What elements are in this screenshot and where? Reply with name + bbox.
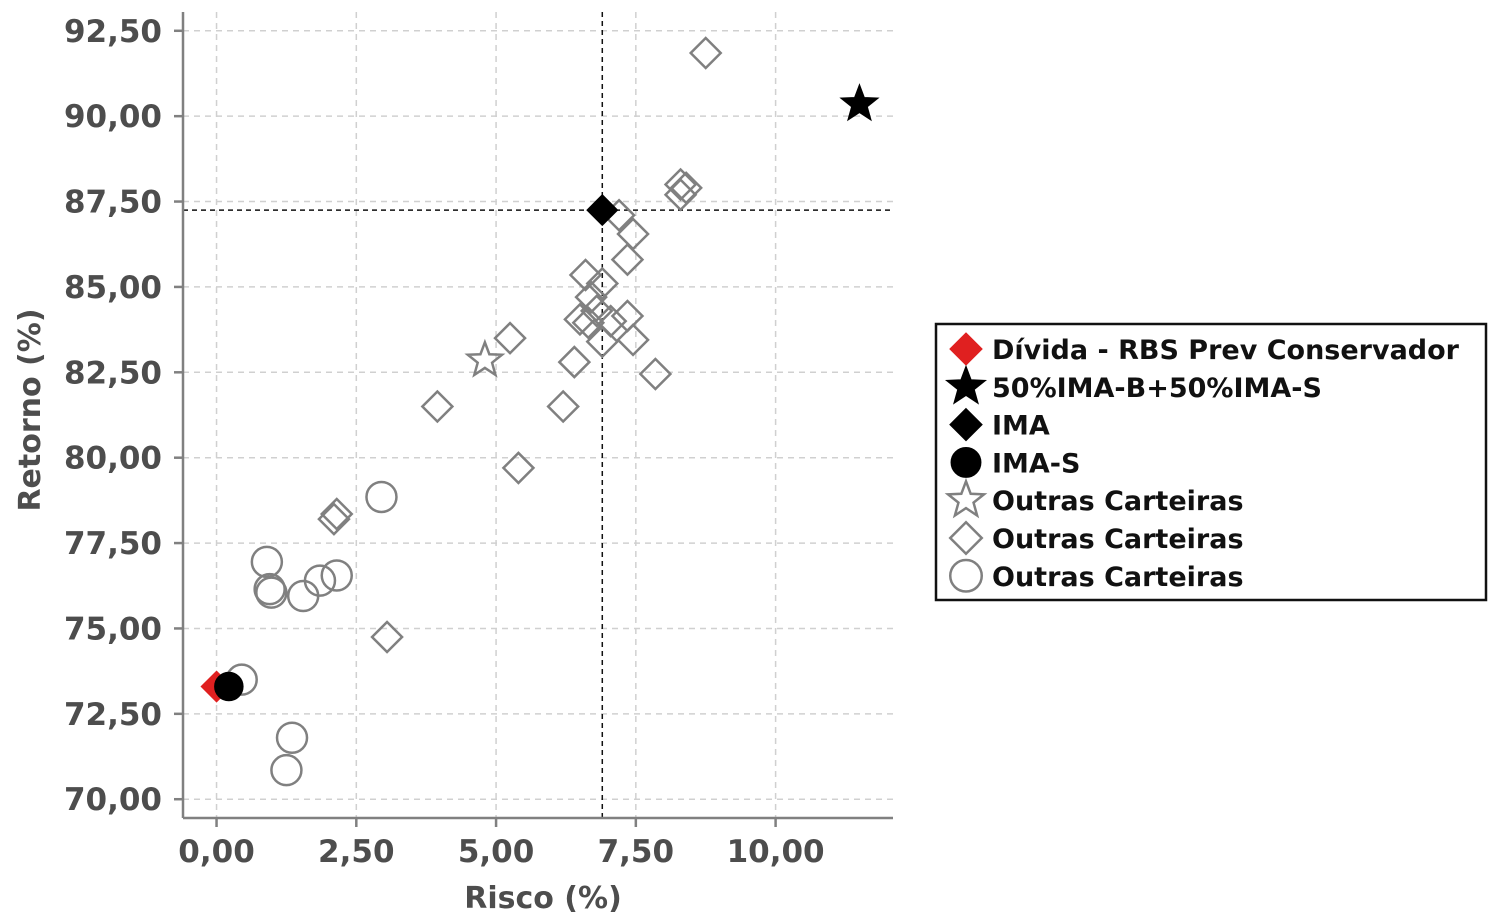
data-point <box>586 194 619 227</box>
data-point <box>319 497 354 531</box>
legend-label: Outras Carteiras <box>992 562 1244 593</box>
data-point <box>493 321 527 355</box>
data-point <box>557 345 592 379</box>
y-tick-label: 72,50 <box>64 697 162 733</box>
data-point <box>275 721 309 754</box>
data-point <box>420 389 455 424</box>
legend-marker <box>944 477 988 519</box>
data-point <box>365 480 398 514</box>
data-point <box>638 357 673 391</box>
data-point <box>303 564 337 597</box>
y-tick-label: 80,00 <box>64 441 162 477</box>
plot-points <box>200 36 880 787</box>
legend-marker <box>950 446 982 478</box>
grid <box>183 12 893 818</box>
y-tick-label: 92,50 <box>64 14 162 50</box>
legend-marker <box>944 364 988 405</box>
x-tick-label: 7,50 <box>598 834 675 870</box>
data-point <box>546 389 580 424</box>
y-tick-label: 85,00 <box>64 270 162 306</box>
data-point <box>616 217 650 251</box>
data-point <box>568 258 603 292</box>
y-axis-title: Retorno (%) <box>13 308 48 511</box>
data-point <box>663 167 698 202</box>
data-point <box>250 545 284 579</box>
data-point <box>663 177 698 212</box>
y-tick-label: 90,00 <box>64 99 162 135</box>
x-tick-label: 0,00 <box>178 834 255 870</box>
y-tick-label: 82,50 <box>64 355 162 391</box>
x-axis-title: Risco (%) <box>464 881 622 914</box>
data-point <box>286 579 320 613</box>
data-point <box>839 83 880 122</box>
legend-label: Outras Carteiras <box>992 486 1244 517</box>
data-point <box>610 299 645 333</box>
data-point <box>464 338 506 378</box>
reference-lines <box>183 12 893 818</box>
x-tick-label: 10,00 <box>727 834 825 870</box>
legend-marker <box>949 558 983 593</box>
x-tick-label: 2,50 <box>318 834 395 870</box>
legend-label: Outras Carteiras <box>992 524 1244 555</box>
x-tick-label: 5,00 <box>458 834 535 870</box>
y-tick-label: 87,50 <box>64 185 162 221</box>
y-tick-label: 70,00 <box>64 782 162 818</box>
data-point <box>669 171 703 205</box>
y-tick-label: 75,00 <box>64 611 162 647</box>
data-point <box>370 620 404 654</box>
legend-label: IMA <box>992 411 1050 442</box>
data-point <box>610 242 645 277</box>
legend-box <box>934 322 1488 602</box>
data-point <box>320 559 353 592</box>
legend-label: Dívida - RBS Prev Conservador <box>992 335 1460 366</box>
data-point <box>585 324 620 359</box>
data-point <box>214 671 244 702</box>
data-point <box>253 572 286 606</box>
y-tick-label: 77,50 <box>64 526 162 562</box>
data-point <box>579 294 614 328</box>
legend-label: IMA-S <box>992 448 1080 479</box>
legend: Dívida - RBS Prev Conservador 50%IMA-B+50… <box>934 322 1488 602</box>
data-point <box>501 451 536 485</box>
data-point <box>317 502 351 536</box>
legend-marker <box>948 520 984 556</box>
axes: 0,00 2,50 5,00 7,50 10,00 70,00 72,50 75,00 77,5… <box>64 12 893 870</box>
data-point <box>585 266 620 301</box>
data-point <box>255 576 288 609</box>
data-point <box>270 753 303 787</box>
data-point <box>563 302 597 337</box>
data-point <box>688 36 723 70</box>
legend-marker <box>949 407 983 442</box>
legend-label: 50%IMA-B+50%IMA-S <box>992 373 1322 404</box>
data-point <box>616 323 650 357</box>
